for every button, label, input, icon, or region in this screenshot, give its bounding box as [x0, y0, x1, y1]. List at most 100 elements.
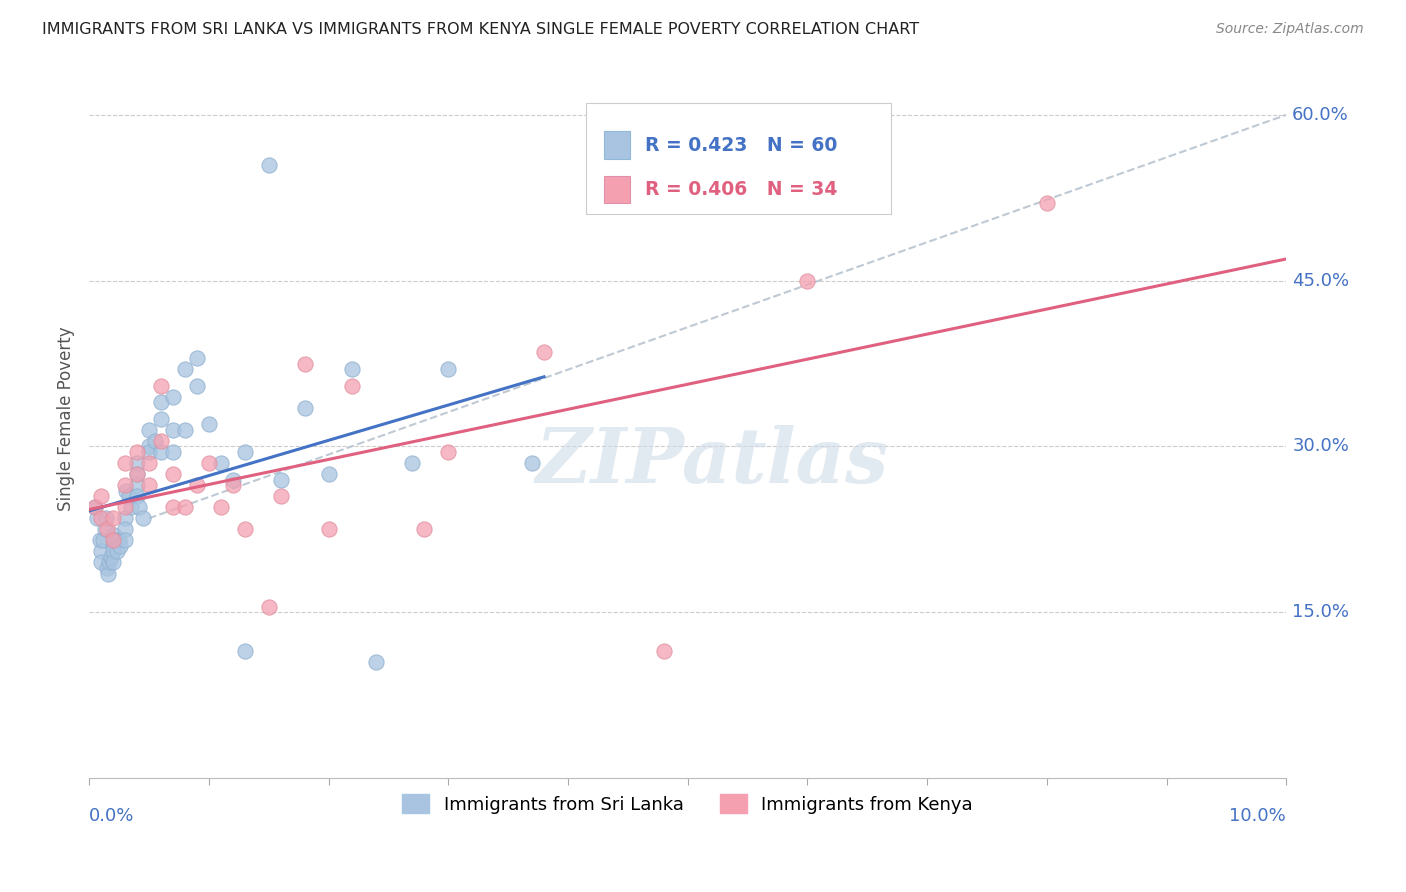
Point [115, 483, 138, 498]
Point [101, 539, 124, 553]
Legend: Immigrants from Sri Lanka, Immigrants from Kenya: Immigrants from Sri Lanka, Immigrants fr… [394, 786, 981, 822]
Point [652, 644, 675, 658]
Point [96, 561, 118, 575]
Point [138, 456, 160, 470]
Point [233, 644, 256, 658]
Point [413, 522, 436, 536]
Point [149, 434, 172, 448]
Text: ZIPatlas: ZIPatlas [536, 425, 889, 499]
Point [90, 544, 112, 558]
Point [270, 473, 292, 487]
Point [90, 489, 112, 503]
Point [114, 511, 136, 525]
Text: R = 0.406   N = 34: R = 0.406 N = 34 [644, 180, 837, 199]
Point [401, 456, 423, 470]
Point [101, 533, 124, 548]
Point [149, 395, 172, 409]
Text: 0.0%: 0.0% [89, 806, 135, 825]
Point [114, 456, 136, 470]
Point [257, 599, 280, 614]
Point [90, 556, 112, 570]
Point [105, 544, 128, 558]
Point [94, 511, 117, 525]
Point [342, 378, 364, 392]
Point [222, 473, 245, 487]
Y-axis label: Single Female Poverty: Single Female Poverty [58, 326, 75, 511]
Point [100, 549, 122, 564]
Point [162, 423, 184, 437]
Point [125, 445, 148, 459]
Point [132, 511, 155, 525]
Point [128, 500, 150, 515]
Point [104, 533, 127, 548]
Point [294, 401, 316, 415]
Point [93, 533, 115, 548]
Point [149, 445, 172, 459]
Point [186, 378, 208, 392]
Point [437, 362, 460, 376]
FancyBboxPatch shape [586, 103, 891, 214]
Point [90, 511, 112, 525]
Point [257, 158, 280, 172]
Point [84, 500, 107, 515]
Point [114, 500, 136, 515]
Point [149, 412, 172, 426]
Point [103, 528, 125, 542]
Point [173, 362, 195, 376]
Point [173, 500, 195, 515]
Point [162, 500, 184, 515]
Point [270, 489, 292, 503]
Point [108, 533, 131, 548]
Point [149, 378, 172, 392]
Point [125, 467, 148, 481]
Point [93, 522, 115, 536]
Point [101, 511, 124, 525]
Text: R = 0.423   N = 60: R = 0.423 N = 60 [644, 136, 837, 154]
Point [186, 478, 208, 492]
Point [98, 556, 121, 570]
Point [138, 423, 160, 437]
Point [162, 467, 184, 481]
Point [101, 544, 124, 558]
Text: 45.0%: 45.0% [1292, 272, 1350, 290]
Point [117, 489, 139, 503]
Point [318, 522, 340, 536]
Point [162, 445, 184, 459]
Point [138, 439, 160, 453]
Point [197, 456, 219, 470]
FancyBboxPatch shape [603, 176, 630, 203]
Text: IMMIGRANTS FROM SRI LANKA VS IMMIGRANTS FROM KENYA SINGLE FEMALE POVERTY CORRELA: IMMIGRANTS FROM SRI LANKA VS IMMIGRANTS … [42, 22, 920, 37]
Text: Source: ZipAtlas.com: Source: ZipAtlas.com [1216, 22, 1364, 37]
Point [294, 357, 316, 371]
Point [186, 351, 208, 365]
Point [125, 489, 148, 503]
Text: 60.0%: 60.0% [1292, 106, 1348, 124]
Point [209, 456, 232, 470]
Point [533, 345, 555, 359]
Point [89, 533, 111, 548]
Point [437, 445, 460, 459]
Point [96, 522, 118, 536]
Point [120, 500, 142, 515]
Point [197, 417, 219, 432]
Point [796, 274, 818, 288]
Point [209, 500, 232, 515]
Point [173, 423, 195, 437]
Point [114, 478, 136, 492]
Point [138, 445, 160, 459]
Point [114, 533, 136, 548]
Point [86, 511, 108, 525]
Text: 15.0%: 15.0% [1292, 603, 1350, 621]
Point [318, 467, 340, 481]
Point [520, 456, 543, 470]
Point [108, 539, 131, 553]
Point [125, 456, 148, 470]
Point [162, 390, 184, 404]
Point [125, 478, 148, 492]
Point [222, 478, 245, 492]
Point [342, 362, 364, 376]
Text: 30.0%: 30.0% [1292, 437, 1350, 456]
Point [101, 556, 124, 570]
Point [125, 467, 148, 481]
Point [233, 522, 256, 536]
